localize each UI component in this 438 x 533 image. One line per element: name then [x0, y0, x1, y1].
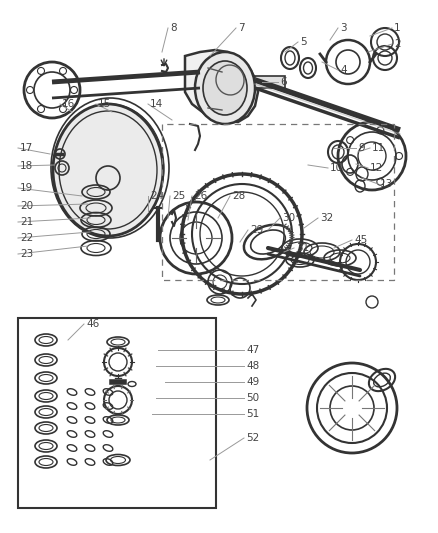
Ellipse shape	[203, 61, 247, 115]
Ellipse shape	[53, 104, 163, 236]
Bar	[18, 318, 216, 508]
Text: 23: 23	[20, 249, 33, 259]
Text: 10: 10	[330, 163, 343, 173]
Text: 48: 48	[246, 361, 259, 371]
Text: 17: 17	[20, 143, 33, 153]
Text: 15: 15	[98, 99, 111, 109]
Text: 14: 14	[150, 99, 163, 109]
Text: 51: 51	[246, 409, 259, 419]
Text: 12: 12	[370, 163, 383, 173]
Text: 28: 28	[232, 191, 245, 201]
Text: 29: 29	[250, 225, 263, 235]
Text: 26: 26	[194, 191, 207, 201]
Text: 25: 25	[172, 191, 185, 201]
Text: 46: 46	[86, 319, 99, 329]
Text: 52: 52	[246, 433, 259, 443]
Text: 5: 5	[300, 37, 307, 47]
Text: 13: 13	[380, 179, 393, 189]
Polygon shape	[185, 50, 258, 122]
Text: 2: 2	[394, 39, 401, 49]
Text: 18: 18	[20, 161, 33, 171]
Text: 3: 3	[340, 23, 346, 33]
Text: 19: 19	[20, 183, 33, 193]
Text: 1: 1	[394, 23, 401, 33]
Text: 6: 6	[280, 77, 286, 87]
Text: 9: 9	[358, 143, 364, 153]
Text: 4: 4	[340, 65, 346, 75]
Text: 30: 30	[282, 213, 295, 223]
Text: 7: 7	[238, 23, 245, 33]
Ellipse shape	[195, 52, 255, 124]
Text: 20: 20	[20, 201, 33, 211]
Text: 32: 32	[320, 213, 333, 223]
Text: 47: 47	[246, 345, 259, 355]
Text: 21: 21	[20, 217, 33, 227]
Text: 22: 22	[20, 233, 33, 243]
Text: 16: 16	[62, 99, 75, 109]
Text: 24: 24	[150, 191, 163, 201]
Bar	[255, 76, 285, 88]
Text: 8: 8	[170, 23, 177, 33]
Text: 50: 50	[246, 393, 259, 403]
Text: 49: 49	[246, 377, 259, 387]
Text: 45: 45	[354, 235, 367, 245]
Text: 11: 11	[372, 143, 385, 153]
Text: 31: 31	[296, 243, 309, 253]
